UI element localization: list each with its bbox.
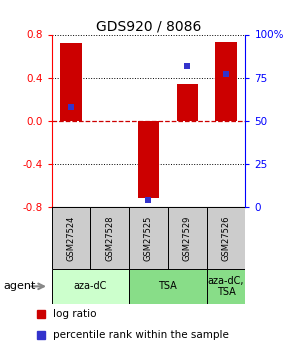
Text: GSM27524: GSM27524 xyxy=(66,215,75,261)
Bar xyxy=(52,269,129,304)
Bar xyxy=(90,207,129,269)
Bar xyxy=(138,121,159,198)
Text: GSM27529: GSM27529 xyxy=(183,215,192,261)
Text: agent: agent xyxy=(3,282,35,291)
Text: percentile rank within the sample: percentile rank within the sample xyxy=(53,330,229,339)
Bar xyxy=(168,207,207,269)
Bar xyxy=(215,42,237,121)
Bar xyxy=(129,207,168,269)
Text: aza-dC: aza-dC xyxy=(74,282,107,291)
Bar xyxy=(129,269,207,304)
Bar xyxy=(207,207,245,269)
Text: log ratio: log ratio xyxy=(53,309,97,319)
Bar xyxy=(60,43,82,121)
Text: GSM27528: GSM27528 xyxy=(105,215,114,261)
Text: aza-dC,
TSA: aza-dC, TSA xyxy=(208,276,244,297)
Bar xyxy=(177,84,198,121)
Bar xyxy=(52,207,90,269)
Title: GDS920 / 8086: GDS920 / 8086 xyxy=(96,19,201,33)
Bar xyxy=(207,269,245,304)
Text: TSA: TSA xyxy=(158,282,177,291)
Text: GSM27525: GSM27525 xyxy=(144,215,153,261)
Text: GSM27526: GSM27526 xyxy=(221,215,231,261)
